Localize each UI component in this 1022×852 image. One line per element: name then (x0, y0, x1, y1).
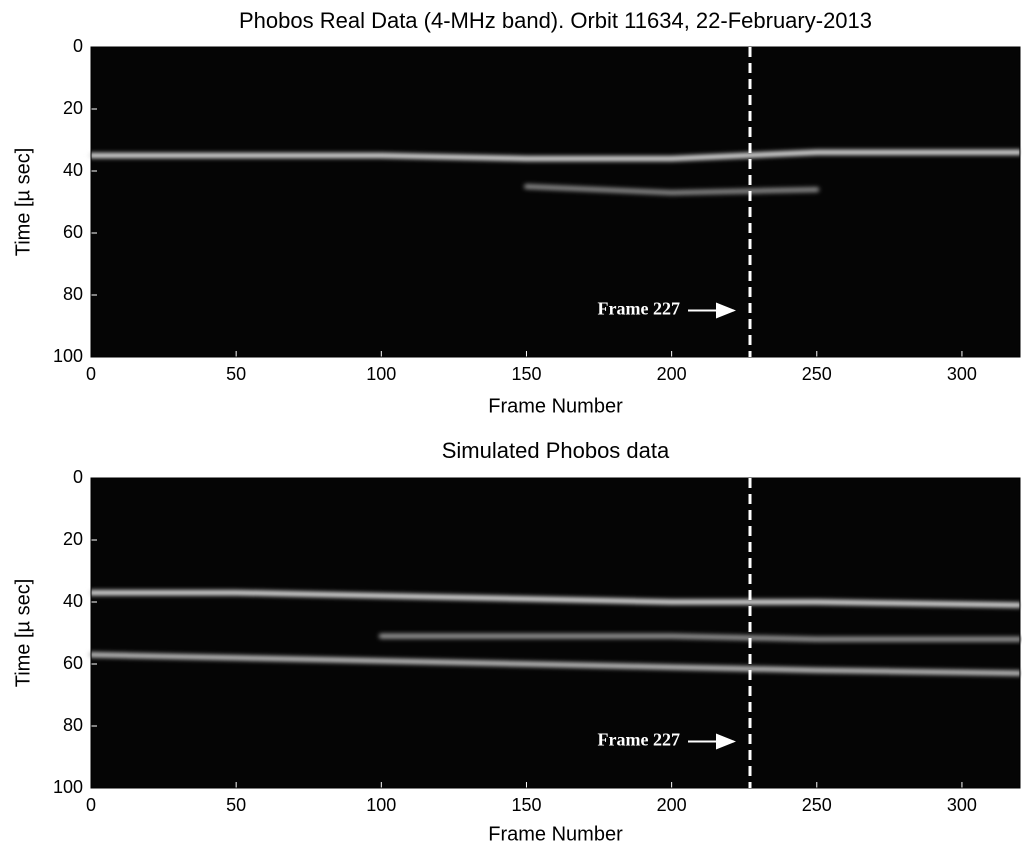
x-tick-label: 200 (657, 795, 687, 815)
x-tick-label: 50 (226, 364, 246, 384)
echo-band (88, 652, 1022, 676)
y-tick-label: 0 (73, 467, 83, 487)
x-tick-label: 100 (366, 795, 396, 815)
x-tick-label: 250 (802, 795, 832, 815)
x-tick-label: 250 (802, 364, 832, 384)
plot-area (91, 47, 1020, 357)
plot-frame (90, 46, 1021, 358)
y-tick-label: 60 (63, 222, 83, 242)
y-tick-label: 20 (63, 529, 83, 549)
chart-title: Simulated Phobos data (442, 438, 670, 463)
y-tick-label: 40 (63, 591, 83, 611)
frame-annotation: Frame 227 (598, 730, 680, 750)
y-axis-label: Time [µ sec] (12, 148, 34, 257)
y-tick-label: 100 (53, 346, 83, 366)
frame-annotation: Frame 227 (598, 299, 680, 319)
y-tick-label: 100 (53, 777, 83, 797)
x-axis-label: Frame Number (488, 823, 623, 845)
x-tick-label: 200 (657, 364, 687, 384)
plot-frame (90, 477, 1021, 789)
y-tick-label: 60 (63, 653, 83, 673)
y-axis-label: Time [µ sec] (12, 579, 34, 688)
x-axis-label: Frame Number (488, 395, 623, 417)
x-tick-label: 0 (86, 364, 96, 384)
y-tick-label: 40 (63, 160, 83, 180)
x-tick-label: 300 (947, 795, 977, 815)
x-tick-label: 0 (86, 795, 96, 815)
plot-area (91, 478, 1020, 788)
echo-band (88, 149, 1022, 162)
y-tick-label: 80 (63, 715, 83, 735)
chart-title: Phobos Real Data (4-MHz band). Orbit 116… (239, 8, 872, 33)
y-tick-label: 80 (63, 284, 83, 304)
y-tick-label: 0 (73, 36, 83, 56)
y-tick-label: 20 (63, 98, 83, 118)
x-tick-label: 150 (511, 795, 541, 815)
x-tick-label: 100 (366, 364, 396, 384)
x-tick-label: 50 (226, 795, 246, 815)
echo-band (378, 633, 1022, 642)
x-tick-label: 150 (511, 364, 541, 384)
x-tick-label: 300 (947, 364, 977, 384)
echo-band (88, 590, 1022, 608)
echo-band (524, 184, 820, 196)
